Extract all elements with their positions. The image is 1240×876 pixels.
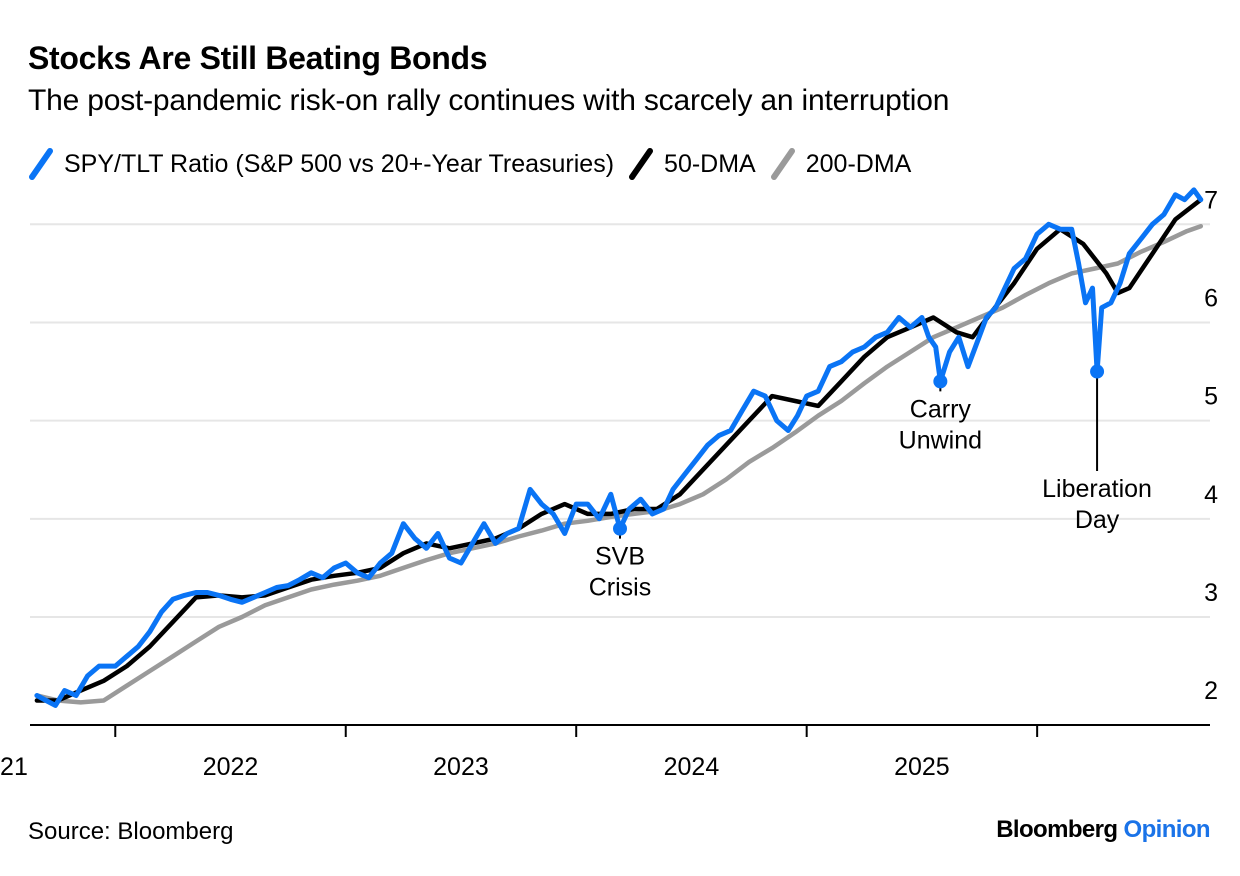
annotation-marker bbox=[933, 374, 948, 389]
legend-item-ratio: SPY/TLT Ratio (S&P 500 vs 20+-Year Treas… bbox=[28, 147, 614, 181]
legend-item-dma50: 50-DMA bbox=[628, 147, 756, 181]
y-tick-label: 7 bbox=[1204, 186, 1218, 214]
legend-swatch-dma200 bbox=[770, 148, 795, 180]
annotation-label: Carry Unwind bbox=[899, 395, 982, 454]
legend-swatch-ratio bbox=[29, 148, 53, 180]
chart-title: Stocks Are Still Beating Bonds bbox=[28, 40, 488, 76]
y-tick-label: 4 bbox=[1204, 481, 1218, 509]
series-line-ratio bbox=[34, 187, 1204, 708]
annotation-label-line: Liberation bbox=[1042, 475, 1152, 503]
chart-subtitle: The post-pandemic risk-on rally continue… bbox=[28, 84, 950, 117]
legend-swatch-dma50 bbox=[629, 148, 654, 180]
brand-logo: Bloomberg Opinion bbox=[996, 816, 1210, 844]
series-line-dma50 bbox=[34, 197, 1204, 703]
x-tick-label: 2023 bbox=[433, 753, 489, 781]
x-tick-label: 2024 bbox=[664, 753, 720, 781]
annotation-marker bbox=[613, 521, 627, 536]
y-tick-label: 2 bbox=[1204, 677, 1218, 705]
legend-label-ratio: SPY/TLT Ratio (S&P 500 vs 20+-Year Treas… bbox=[64, 149, 615, 178]
annotation-label: SVB Crisis bbox=[589, 543, 652, 602]
x-tick-label: 2025 bbox=[894, 753, 950, 781]
annotation-marker bbox=[1090, 364, 1105, 379]
source-note: Source: Bloomberg bbox=[28, 818, 234, 845]
annotation-label-line: Day bbox=[1075, 506, 1120, 534]
annotation-label-line: Crisis bbox=[589, 574, 652, 602]
annotation-label-line: Unwind bbox=[899, 426, 982, 454]
annotation-label-line: SVB bbox=[595, 543, 645, 571]
y-tick-label: 6 bbox=[1204, 284, 1218, 312]
y-tick-label: 3 bbox=[1204, 579, 1218, 607]
legend-label-dma50: 50-DMA bbox=[664, 149, 756, 178]
annotation-label: Liberation Day bbox=[1042, 475, 1152, 534]
x-tick-label: 2022 bbox=[203, 753, 259, 781]
legend-item-dma200: 200-DMA bbox=[770, 147, 912, 181]
brand-sub: Opinion bbox=[1123, 816, 1211, 843]
legend: SPY/TLT Ratio (S&P 500 vs 20+-Year Treas… bbox=[28, 144, 925, 184]
legend-label-dma200: 200-DMA bbox=[805, 149, 912, 178]
x-tick-label: 2021 bbox=[0, 753, 28, 781]
annotation-label-line: Carry bbox=[910, 395, 972, 423]
series-line-dma200 bbox=[34, 223, 1204, 705]
brand-main: Bloomberg bbox=[996, 816, 1118, 843]
y-tick-label: 5 bbox=[1204, 383, 1218, 411]
